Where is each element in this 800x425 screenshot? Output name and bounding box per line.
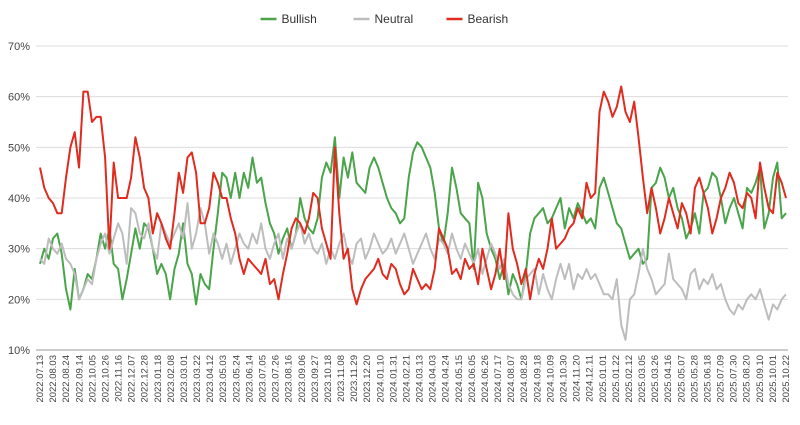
x-tick-label: 2024.10.30 xyxy=(559,355,570,403)
x-tick-label: 2025.02.12 xyxy=(624,355,635,403)
x-tick-label: 2023.11.29 xyxy=(349,355,360,402)
x-tick-label: 2023.07.05 xyxy=(257,355,268,403)
x-tick-label: 2025.10.22 xyxy=(781,355,792,403)
x-tick-label: 2025.01.22 xyxy=(611,355,622,403)
x-tick-label: 2022.10.05 xyxy=(87,355,98,403)
series-line-bearish xyxy=(39,85,787,306)
x-tick-label: 2025.07.09 xyxy=(716,355,727,403)
x-tick-label: 2023.05.24 xyxy=(231,355,242,403)
series-line-bullish xyxy=(39,136,787,311)
x-tick-label: 2023.03.01 xyxy=(179,355,190,403)
x-tick-label: 2024.08.28 xyxy=(519,355,530,403)
x-tick-label: 2024.04.24 xyxy=(441,355,452,403)
legend-label-bullish: Bullish xyxy=(282,12,317,26)
x-tick-label: 2024.02.21 xyxy=(401,355,412,403)
x-tick-label: 2022.12.07 xyxy=(127,355,138,403)
x-tick-label: 2022.07.13 xyxy=(35,355,46,403)
x-tick-label: 2024.07.17 xyxy=(493,355,504,403)
x-tick-label: 2023.11.08 xyxy=(336,355,347,402)
x-tick-label: 2023.03.22 xyxy=(192,355,203,403)
y-tick-label: 70% xyxy=(8,41,30,53)
x-tick-label: 2023.09.06 xyxy=(297,355,308,403)
x-tick-label: 2025.01.01 xyxy=(598,355,609,403)
legend-label-bearish: Bearish xyxy=(468,12,509,26)
x-tick-label: 2022.11.16 xyxy=(114,355,125,402)
x-tick-label: 2024.04.03 xyxy=(428,355,439,403)
y-tick-label: 40% xyxy=(8,193,30,205)
x-tick-label: 2025.06.18 xyxy=(702,355,713,403)
x-tick-label: 2022.10.26 xyxy=(100,355,111,403)
series-lines xyxy=(39,85,787,341)
x-tick-label: 2023.12.20 xyxy=(362,355,373,403)
x-tick-label: 2025.03.05 xyxy=(637,355,648,403)
y-tick-label: 20% xyxy=(8,294,30,306)
x-tick-label: 2023.01.18 xyxy=(153,355,164,403)
x-tick-label: 2024.11.20 xyxy=(572,355,583,402)
x-tick-label: 2022.08.24 xyxy=(61,355,72,403)
x-tick-label: 2023.04.12 xyxy=(205,355,216,403)
x-tick-label: 2024.08.07 xyxy=(506,355,517,403)
x-tick-label: 2024.09.18 xyxy=(532,355,543,403)
x-tick-label: 2024.06.05 xyxy=(467,355,478,403)
x-tick-label: 2024.10.09 xyxy=(545,355,556,403)
x-tick-label: 2023.09.27 xyxy=(310,355,321,403)
y-tick-label: 60% xyxy=(8,92,30,104)
x-tick-label: 2025.08.20 xyxy=(742,355,753,403)
x-tick-label: 2022.09.14 xyxy=(74,355,85,403)
x-tick-label: 2024.12.11 xyxy=(585,355,596,402)
legend-label-neutral: Neutral xyxy=(375,12,414,26)
x-axis-ticks: 2022.07.13 2022.08.03 2022.08.24 2022.09.14… xyxy=(35,355,792,403)
y-tick-label: 30% xyxy=(8,244,30,256)
x-tick-label: 2022.08.03 xyxy=(48,355,59,403)
y-tick-label: 10% xyxy=(8,345,30,357)
x-tick-label: 2023.08.16 xyxy=(284,355,295,403)
x-tick-label: 2025.05.28 xyxy=(689,355,700,403)
x-tick-label: 2025.09.10 xyxy=(755,355,766,403)
x-tick-label: 2023.07.26 xyxy=(271,355,282,403)
y-tick-label: 50% xyxy=(8,142,30,154)
legend: Bullish Neutral Bearish xyxy=(260,12,509,26)
x-tick-label: 2023.06.14 xyxy=(244,355,255,403)
x-tick-label: 2024.03.13 xyxy=(415,355,426,403)
x-tick-label: 2025.03.26 xyxy=(650,355,661,403)
x-tick-label: 2025.10.01 xyxy=(768,355,779,403)
x-tick-label: 2025.04.16 xyxy=(663,355,674,403)
x-tick-label: 2024.01.31 xyxy=(388,355,399,403)
x-tick-label: 2023.10.18 xyxy=(323,355,334,403)
grid xyxy=(36,45,788,351)
x-tick-label: 2025.05.07 xyxy=(676,355,687,403)
x-tick-label: 2022.12.28 xyxy=(140,355,151,403)
x-tick-label: 2024.06.26 xyxy=(480,355,491,403)
x-tick-label: 2023.05.03 xyxy=(218,355,229,403)
x-tick-label: 2025.07.30 xyxy=(729,355,740,403)
x-tick-label: 2023.02.08 xyxy=(166,355,177,403)
y-axis-ticks: 10% 20% 30% 40% 50% 60% 70% xyxy=(8,41,30,357)
x-tick-label: 2024.05.15 xyxy=(454,355,465,403)
x-tick-label: 2024.01.10 xyxy=(375,355,386,403)
